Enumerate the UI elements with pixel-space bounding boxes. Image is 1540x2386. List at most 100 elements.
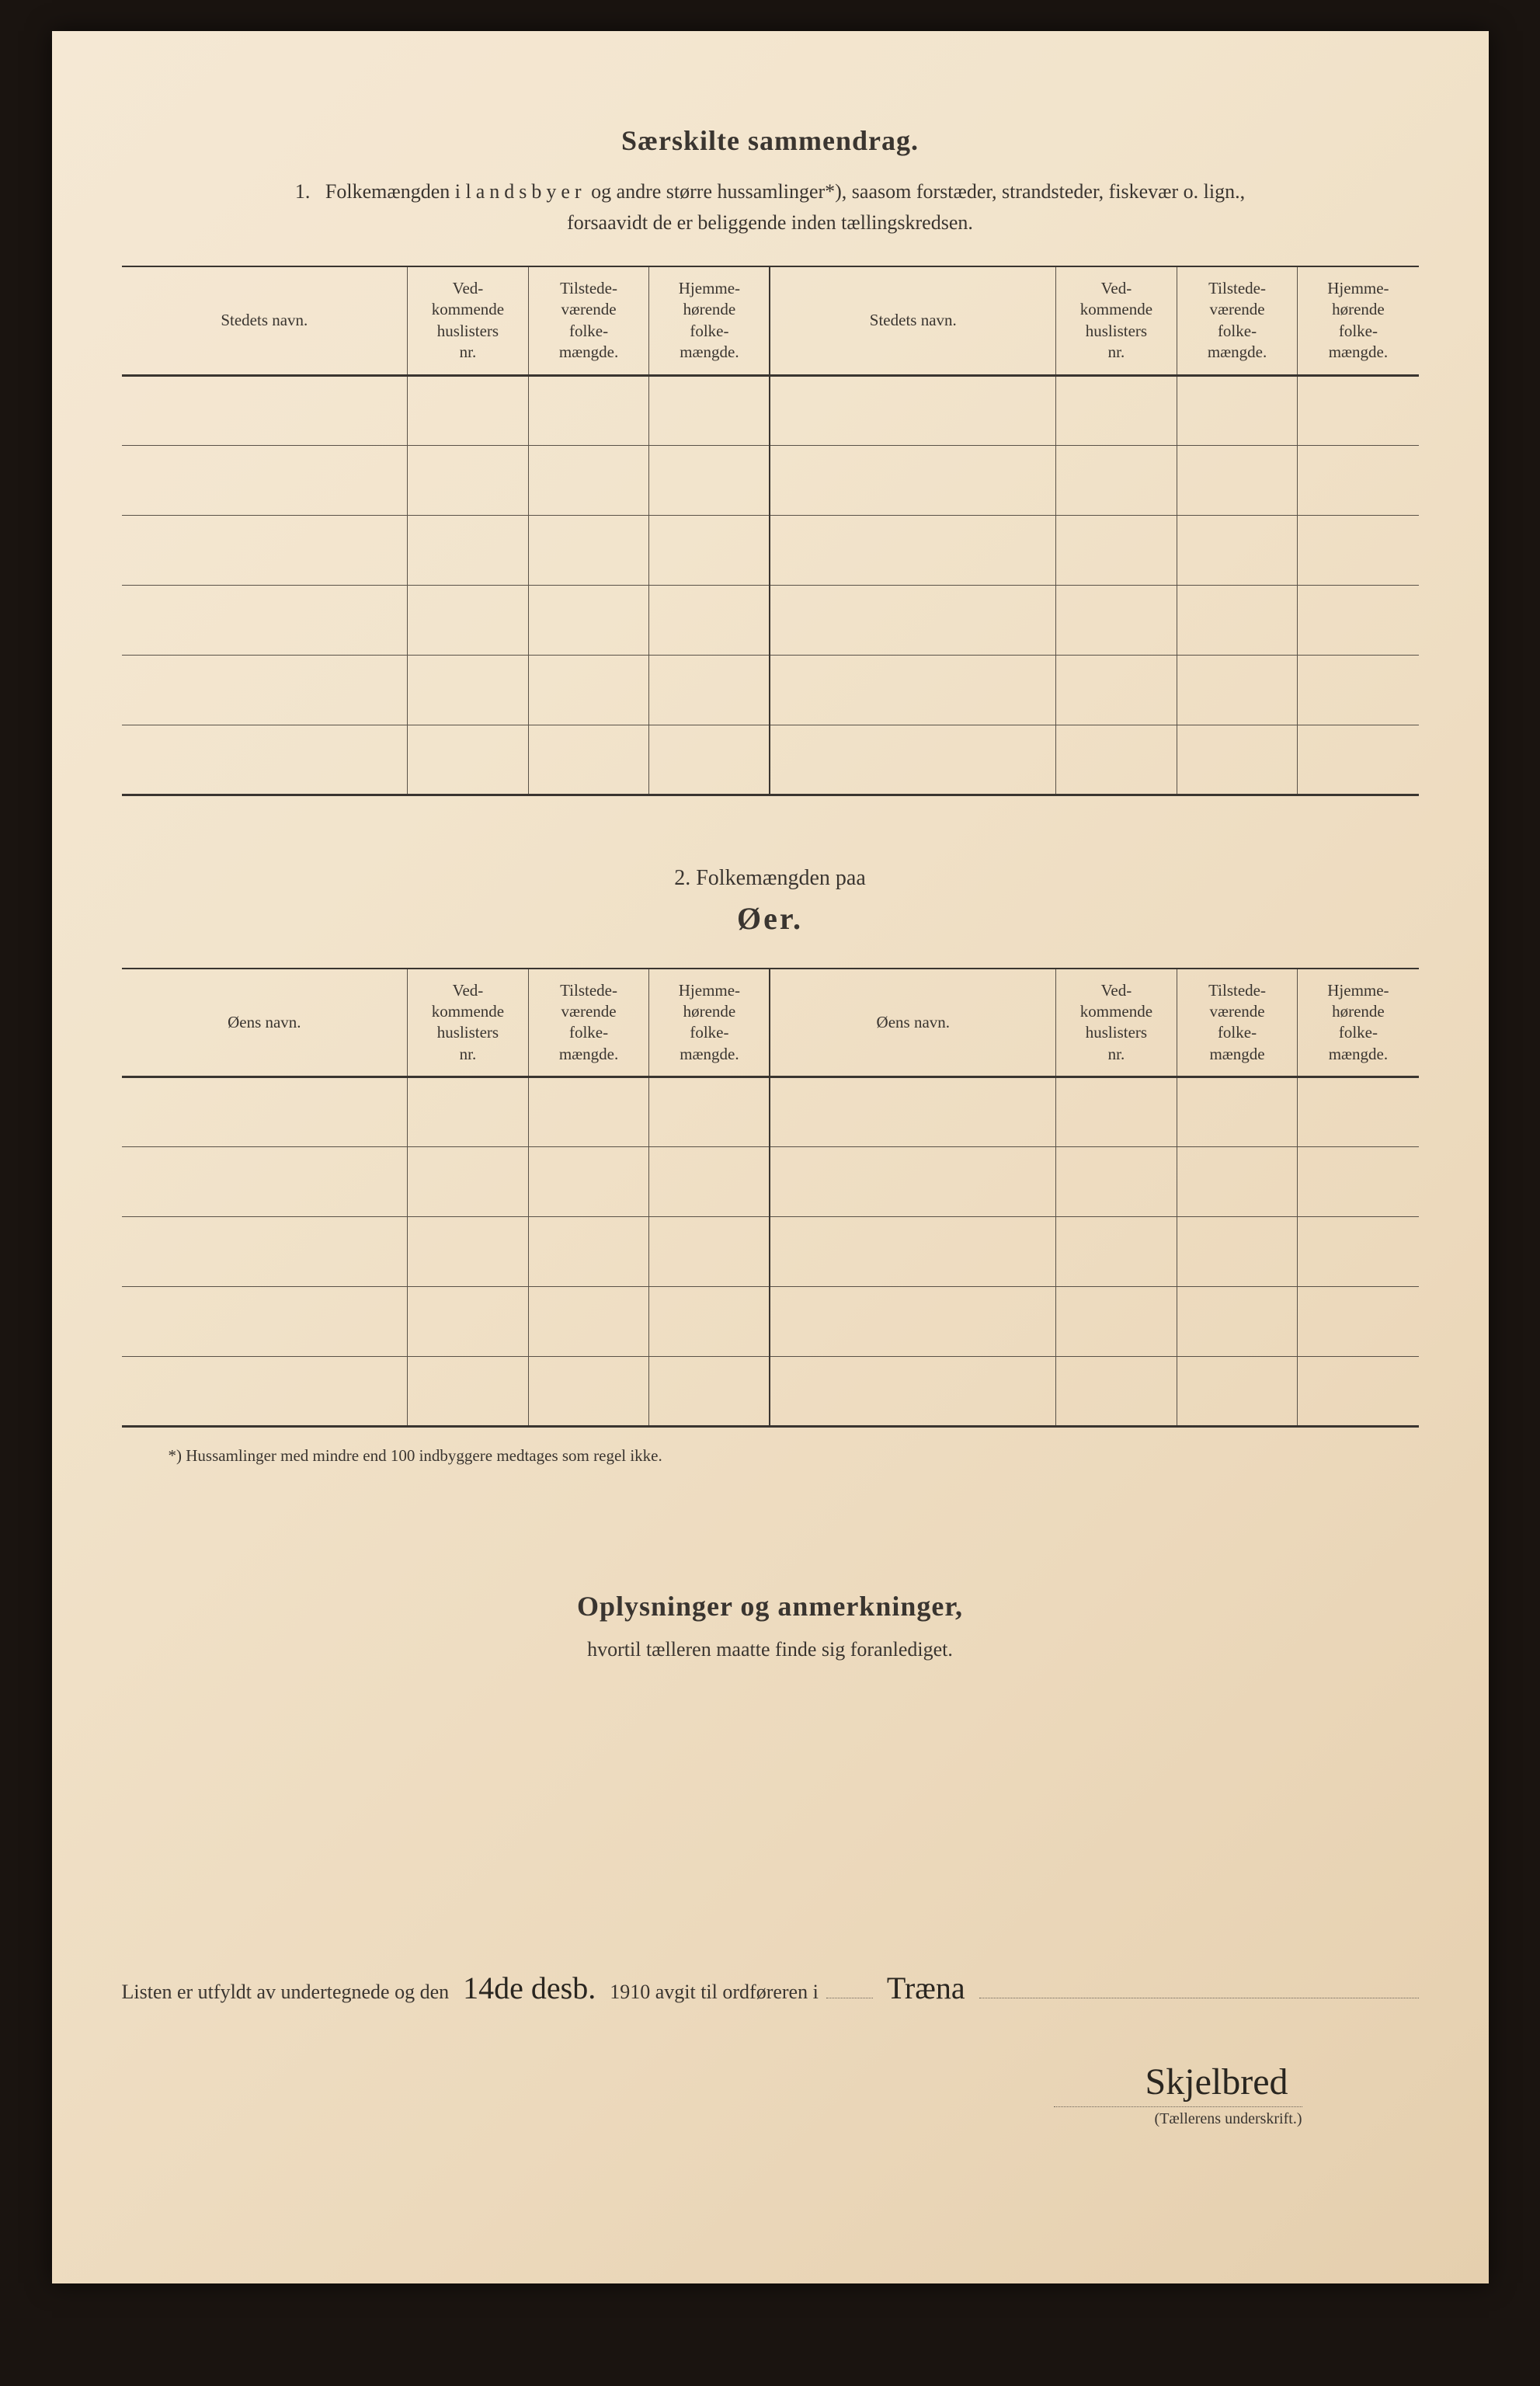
table-cell: [1298, 515, 1419, 585]
table-cell: [649, 375, 770, 445]
th2-col2: Ved- kommende huslisters nr.: [408, 969, 529, 1077]
table-cell: [408, 1287, 529, 1357]
signature-block: Listen er utfyldt av undertegnede og den…: [122, 1970, 1419, 2128]
th2-col8: Hjemme- hørende folke- mængde.: [1298, 969, 1419, 1077]
table-cell: [770, 1147, 1055, 1217]
table-cell: [408, 1357, 529, 1427]
sig-text-a: Listen er utfyldt av undertegnede og den: [122, 1981, 450, 2004]
table-cell: [1298, 585, 1419, 655]
th-col7: Tilstede- værende folke- mængde.: [1177, 266, 1298, 375]
table-cell: [122, 1287, 408, 1357]
table-cell: [1056, 1147, 1177, 1217]
th2-col3: Tilstede- værende folke- mængde.: [528, 969, 649, 1077]
table-cell: [1056, 1287, 1177, 1357]
table-row: [122, 1357, 1419, 1427]
th-col6: Ved- kommende huslisters nr.: [1056, 266, 1177, 375]
table-cell: [1298, 1287, 1419, 1357]
table-cell: [1177, 1217, 1298, 1287]
table-cell: [122, 1077, 408, 1147]
table-cell: [1298, 375, 1419, 445]
intro-text-spaced: landsbyer: [465, 180, 586, 203]
table-cell: [770, 725, 1055, 795]
document-page: Særskilte sammendrag. 1. Folkemængden i …: [52, 31, 1489, 2283]
table-cell: [1056, 445, 1177, 515]
table-row: [122, 655, 1419, 725]
table-cell: [1177, 1077, 1298, 1147]
table-cell: [122, 445, 408, 515]
table-cell: [528, 515, 649, 585]
section-1: Særskilte sammendrag. 1. Folkemængden i …: [122, 124, 1419, 796]
section2-title-a: 2. Folkemængden paa: [122, 866, 1419, 891]
table-row: [122, 725, 1419, 795]
th-col3: Tilstede- værende folke- mængde.: [528, 266, 649, 375]
table-cell: [408, 1077, 529, 1147]
table-cell: [528, 445, 649, 515]
table-cell: [770, 515, 1055, 585]
table-cell: [649, 1357, 770, 1427]
table-cell: [1298, 655, 1419, 725]
table-cell: [1177, 725, 1298, 795]
table-cell: [1177, 1287, 1298, 1357]
table-cell: [649, 725, 770, 795]
table-cell: [528, 375, 649, 445]
signature-line2: Skjelbred: [122, 2061, 1295, 2103]
table-cell: [1177, 375, 1298, 445]
intro-text-b: og andre større hussamlinger*), saasom f…: [586, 180, 1246, 203]
table-cell: [122, 515, 408, 585]
table-cell: [649, 1147, 770, 1217]
th-name-left: Stedets navn.: [122, 266, 408, 375]
table-cell: [1298, 1147, 1419, 1217]
table-cell: [1056, 375, 1177, 445]
table-cell: [649, 1287, 770, 1357]
section3-sub: hvortil tælleren maatte finde sig foranl…: [122, 1638, 1419, 1661]
th2-col4: Hjemme- hørende folke- mængde.: [649, 969, 770, 1077]
table-cell: [770, 585, 1055, 655]
handwritten-place: Træna: [881, 1970, 972, 2006]
intro-number: 1.: [295, 180, 311, 203]
table-cell: [408, 375, 529, 445]
section2-title-b: Øer.: [122, 900, 1419, 937]
table-cell: [528, 1287, 649, 1357]
section-2: 2. Folkemængden paa Øer. Øens navn. Ved-…: [122, 866, 1419, 1466]
section-3: Oplysninger og anmerkninger, hvortil tæl…: [122, 1590, 1419, 1661]
table-cell: [1298, 1077, 1419, 1147]
dotted-fill: [826, 1976, 873, 1998]
table1-body: [122, 375, 1419, 795]
table-cell: [1056, 655, 1177, 725]
table-cell: [1177, 1357, 1298, 1427]
table-cell: [528, 655, 649, 725]
table-cell: [1298, 1357, 1419, 1427]
th2-name-left: Øens navn.: [122, 969, 408, 1077]
section3-title: Oplysninger og anmerkninger,: [122, 1590, 1419, 1623]
section1-title: Særskilte sammendrag.: [122, 124, 1419, 157]
table-cell: [408, 655, 529, 725]
table-cell: [528, 1077, 649, 1147]
table-cell: [770, 1357, 1055, 1427]
table-cell: [1056, 585, 1177, 655]
table-row: [122, 585, 1419, 655]
table-cell: [1056, 725, 1177, 795]
table-row: [122, 515, 1419, 585]
table-cell: [1298, 1217, 1419, 1287]
table-cell: [1056, 1357, 1177, 1427]
table-cell: [528, 1217, 649, 1287]
table-cell: [770, 1287, 1055, 1357]
table2-body: [122, 1077, 1419, 1427]
table-cell: [1177, 585, 1298, 655]
table-cell: [408, 515, 529, 585]
table-cell: [408, 1217, 529, 1287]
handwritten-signature: Skjelbred: [1139, 2061, 1295, 2103]
table-cell: [408, 1147, 529, 1217]
table-cell: [528, 725, 649, 795]
table-cell: [408, 725, 529, 795]
table-cell: [770, 655, 1055, 725]
table-row: [122, 445, 1419, 515]
table-cell: [1177, 515, 1298, 585]
table-cell: [122, 1357, 408, 1427]
table-cell: [122, 1147, 408, 1217]
table-cell: [528, 585, 649, 655]
table-row: [122, 1217, 1419, 1287]
th-name-right: Stedets navn.: [770, 266, 1055, 375]
table-cell: [1056, 515, 1177, 585]
table-cell: [1177, 445, 1298, 515]
